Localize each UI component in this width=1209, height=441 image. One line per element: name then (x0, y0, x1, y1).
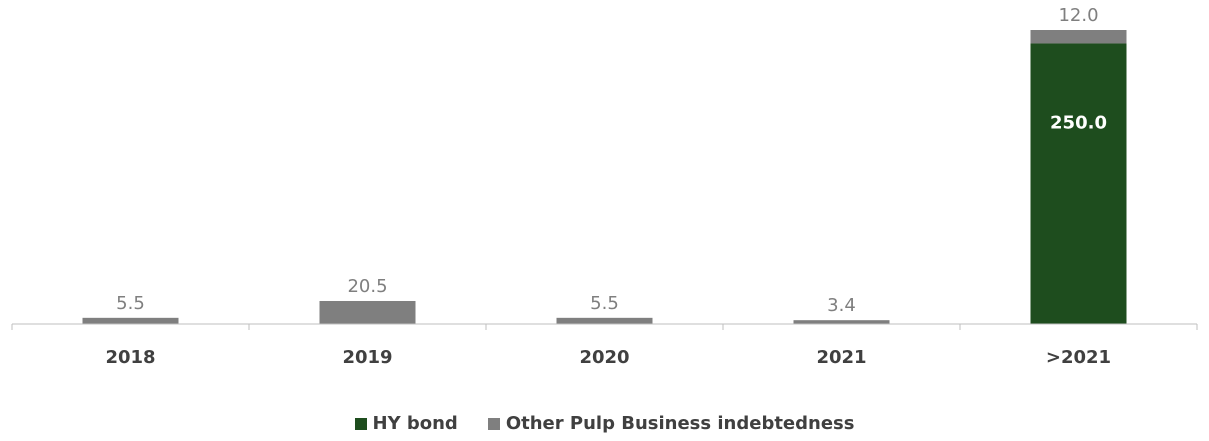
x-tick-label-2020: 2020 (579, 347, 629, 368)
data-label-other-pulp-business-indebtedness-2019: 20.5 (347, 276, 387, 297)
legend-item-other-indebtedness: Other Pulp Business indebtedness (487, 413, 855, 434)
bar-other-pulp-business-indebtedness-2019 (319, 300, 416, 324)
x-tick-label-after-2021: >2021 (1046, 347, 1111, 368)
bar-other-pulp-business-indebtedness-2021 (1030, 30, 1127, 44)
legend: HY bond Other Pulp Business indebtedness (0, 413, 1209, 434)
x-tick-label-2019: 2019 (342, 347, 392, 368)
x-axis-ticks (11, 324, 1198, 330)
bar-other-pulp-business-indebtedness-2018 (82, 317, 179, 324)
legend-item-hy-bond: HY bond (354, 413, 458, 434)
bars-layer (82, 30, 1127, 325)
bar-other-pulp-business-indebtedness-2021 (793, 320, 890, 324)
legend-swatch-other-indebtedness (487, 417, 500, 430)
data-label-other-pulp-business-indebtedness-2021: 12.0 (1058, 5, 1098, 26)
legend-label-hy-bond: HY bond (372, 413, 458, 434)
data-label-hy-bond-2021: 250.0 (1050, 112, 1107, 133)
legend-swatch-hy-bond (354, 417, 367, 430)
bar-other-pulp-business-indebtedness-2020 (556, 317, 653, 324)
maturity-chart: 5.5 2018 20.5 2019 5.5 2020 3.4 2021 250.0 12.0 >2… (11, 5, 1198, 368)
data-label-other-pulp-business-indebtedness-2020: 5.5 (590, 293, 619, 314)
data-label-other-pulp-business-indebtedness-2018: 5.5 (116, 293, 145, 314)
legend-label-other-indebtedness: Other Pulp Business indebtedness (505, 413, 855, 434)
x-tick-label-2018: 2018 (105, 347, 155, 368)
data-labels-layer: 5.5 2018 20.5 2019 5.5 2020 3.4 2021 250.0 12.0 >2… (105, 5, 1111, 368)
data-label-other-pulp-business-indebtedness-2021: 3.4 (827, 295, 856, 316)
bar-hy-bond-2021 (1030, 43, 1127, 325)
x-tick-label-2021: 2021 (816, 347, 866, 368)
